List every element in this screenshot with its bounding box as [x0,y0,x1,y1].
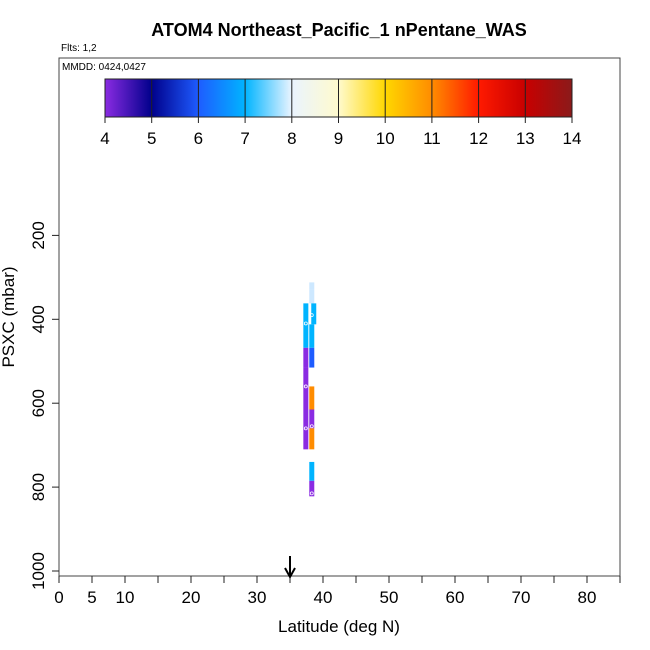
y-axis-label: PSXC (mbar) [0,266,18,367]
x-tick-label: 80 [578,588,597,607]
colorbar-tick-label: 9 [334,129,343,148]
x-tick-label: 40 [314,588,333,607]
colorbar-tick-label: 8 [287,129,296,148]
data-cell [309,409,315,429]
data-cell [309,480,315,497]
x-tick-label: 30 [248,588,267,607]
colorbar-tick-label: 5 [147,129,156,148]
data-cell [309,347,315,368]
data-cell [303,428,309,450]
data-cell [309,324,315,348]
y-tick-label: 800 [29,473,48,501]
sample-marker [309,491,314,496]
colorbar: 4 5 6 7 8 9 10 11 12 13 14 [100,78,582,148]
data-cell [303,303,309,325]
data-cell [309,282,315,290]
arrow-head [284,567,296,580]
colorbar-tick-label: 7 [240,129,249,148]
colorbar-tick-label: 4 [100,129,109,148]
y-tick-label: 400 [29,305,48,333]
colorbar-tick-label: 10 [376,129,395,148]
x-tick-label: 5 [87,588,96,607]
latitude-arrow [284,556,296,580]
colorbar-tick-label: 11 [423,129,441,148]
colorbar-tick-label: 14 [563,129,582,148]
data-cell [303,367,309,387]
chart-title: ATOM4 Northeast_Pacific_1 nPentane_WAS [151,20,526,40]
y-axis: 200 400 600 800 1000 [29,221,59,590]
sample-marker [303,426,308,431]
x-tick-label: 60 [446,588,465,607]
sample-marker [309,313,314,318]
mmdd-label: MMDD: 0424,0427 [62,62,146,73]
sample-marker [309,424,314,429]
y-tick-label: 600 [29,389,48,417]
sample-marker [303,384,308,389]
data-cell [309,428,315,450]
data-cell [303,324,309,348]
data-cell [303,386,309,410]
flights-label: Flts: 1,2 [61,43,97,54]
data-cell [309,289,315,304]
y-tick-label: 200 [29,221,48,249]
x-axis: 0 5 10 20 30 40 50 60 70 80 [54,576,621,607]
x-tick-label: 50 [380,588,399,607]
sample-marker [303,321,308,326]
colorbar-tick-label: 6 [194,129,203,148]
data-cell [309,461,315,481]
colorbar-tick-label: 12 [469,129,488,148]
data-cells [303,282,317,497]
x-axis-label: Latitude (deg N) [278,617,400,636]
data-cell [303,409,309,429]
x-tick-label: 10 [116,588,135,607]
y-tick-label: 1000 [29,552,48,590]
plot-frame [58,57,621,577]
x-tick-label: 70 [512,588,531,607]
x-tick-label: 0 [54,588,63,607]
data-cell [303,347,309,368]
x-tick-label: 20 [182,588,201,607]
data-cell [309,386,315,410]
data-cell [311,303,317,325]
colorbar-tick-label: 13 [516,129,535,148]
